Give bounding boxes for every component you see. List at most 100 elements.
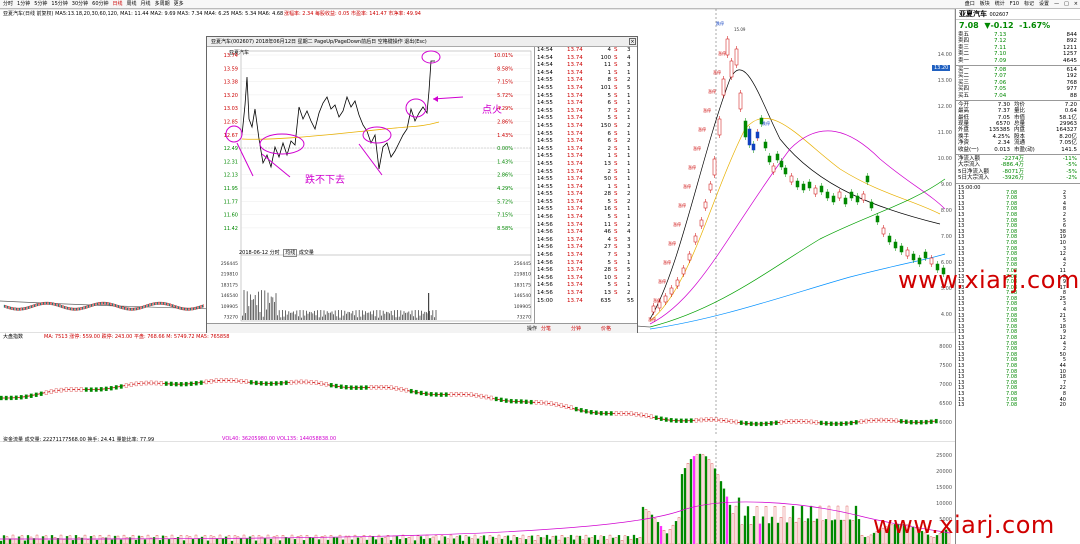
tick-cell: 14:55	[537, 145, 553, 152]
volume-bar	[161, 535, 165, 544]
candle	[177, 306, 179, 310]
candle	[66, 306, 68, 310]
period-tab[interactable]: 15分钟	[51, 1, 68, 7]
deal-price: 7.08	[1006, 351, 1018, 358]
window-control-icon[interactable]: ×	[1073, 1, 1078, 7]
intraday-popup[interactable]: 亚夏汽车(002607) 2018年06月12日 星期二 PageUp/Page…	[206, 36, 638, 333]
period-tab[interactable]: 5分钟	[34, 1, 48, 7]
toolbar-item[interactable]: F10	[1009, 1, 1020, 7]
index-candle	[234, 378, 238, 383]
stats-box: 今开 7.30 均价 7.20 最高 7.37 量比 0.64 最低 7.05 市值 58.1亿 现量 6…	[956, 102, 1080, 153]
volume-bar	[725, 496, 729, 544]
index-candle	[744, 421, 748, 426]
intraday-volume-bar	[282, 310, 283, 320]
deal-time: 13	[958, 329, 965, 336]
volume-bar	[551, 536, 555, 544]
tick-cell: S	[614, 115, 618, 122]
volume-bar	[473, 534, 477, 544]
index-candle	[884, 418, 888, 423]
intraday-volume-bar	[322, 316, 323, 320]
candle	[93, 303, 95, 307]
deal-time: 13	[958, 385, 965, 392]
candle	[47, 301, 49, 305]
vol-toggle[interactable]: 成交量	[298, 250, 314, 256]
period-tab[interactable]: 周线	[126, 1, 137, 7]
volume-bar	[539, 537, 543, 544]
candle	[831, 195, 836, 203]
candle	[789, 175, 794, 183]
index-candle	[44, 390, 48, 395]
volume-bar	[893, 524, 897, 544]
tick-cell: 13.74	[567, 107, 583, 114]
intraday-volume-bar	[430, 315, 432, 320]
tick-cell: 100	[600, 54, 612, 61]
volume-bar	[2, 535, 6, 544]
volume-bar	[485, 540, 489, 544]
tick-cell: 5	[627, 84, 631, 91]
period-tab[interactable]: 更多	[173, 1, 184, 7]
intraday-volume-bar	[406, 312, 408, 320]
deal-price: 7.08	[1006, 323, 1018, 330]
tick-cell: 14:54	[537, 47, 553, 53]
tick-cell: 14:55	[537, 107, 553, 114]
index-candle	[334, 383, 338, 389]
intraday-volume-bar	[267, 292, 269, 320]
deal-row: 13 7.08 3	[956, 302, 1080, 308]
candle	[881, 227, 886, 235]
deal-volume: 3	[1062, 245, 1066, 252]
period-tab[interactable]: 30分钟	[71, 1, 89, 7]
index-candle	[0, 395, 3, 401]
candle	[187, 307, 189, 311]
candle	[84, 306, 86, 309]
tab-ticks[interactable]: 分笔	[541, 326, 552, 332]
volume-bar	[677, 517, 681, 544]
window-control-icon[interactable]: —	[1054, 1, 1060, 7]
period-tab[interactable]: 分时	[3, 1, 14, 7]
candle	[167, 303, 169, 306]
period-tab[interactable]: 日线	[112, 1, 123, 7]
tick-cell: 2	[627, 107, 631, 114]
close-icon[interactable]: ×	[629, 38, 636, 45]
limit-up-label: 涨停	[683, 183, 691, 189]
index-candle	[789, 419, 793, 424]
candle	[7, 306, 9, 309]
intraday-chart[interactable]: 13.74 13.59 13.38 13.20 13.03 12.85 12.67 12.49…	[207, 47, 534, 324]
toolbar-item[interactable]: 盘口	[964, 1, 975, 7]
tick-cell: 46	[604, 229, 611, 236]
tick-cell: 16	[604, 206, 611, 213]
period-tab[interactable]: 多周期	[154, 1, 170, 7]
candle	[120, 306, 122, 309]
intraday-volume-bar	[428, 293, 430, 320]
index-candle	[754, 421, 758, 427]
tick-cell: 3	[627, 236, 631, 243]
stat-row: 外盘 135385 内盘 164327	[956, 127, 1080, 133]
period-tab[interactable]: 月线	[140, 1, 151, 7]
toolbar-item[interactable]: 标记	[1024, 1, 1035, 7]
candle	[729, 60, 734, 78]
ma-toggle[interactable]: 均线	[283, 249, 298, 257]
period-tab[interactable]: 60分钟	[92, 1, 109, 7]
toolbar-item[interactable]: 板块	[979, 1, 990, 7]
ops-label[interactable]: 操作	[527, 326, 538, 332]
period-tab[interactable]: 1分钟	[17, 1, 31, 7]
index-candle	[709, 417, 713, 422]
intraday-vol-label: 146540	[221, 293, 238, 299]
volume-bar	[770, 516, 774, 544]
intraday-volume-bar	[270, 296, 272, 320]
toolbar-item[interactable]: 统计	[994, 1, 1005, 7]
volume-bar	[824, 519, 828, 544]
volume-chart[interactable]: 25000 20000 15000 10000 5000	[0, 441, 955, 544]
tab-price[interactable]: 价格	[601, 326, 612, 332]
volume-bar	[446, 538, 450, 544]
toolbar-item[interactable]: 设置	[1039, 1, 1050, 7]
index-candle	[99, 387, 103, 392]
tab-minutes[interactable]: 分钟	[571, 326, 582, 332]
index-chart[interactable]: 8000 7500 7000 6500 6000	[0, 332, 955, 435]
window-control-icon[interactable]: □	[1064, 1, 1069, 7]
tick-cell: 14:55	[537, 191, 553, 198]
deal-row: 13 7.08 11	[956, 268, 1080, 275]
deal-time: 13	[958, 301, 965, 308]
deal-row: 13 7.08 5	[956, 319, 1080, 325]
tick-row: 14:55 13.74 6 S 1	[535, 131, 637, 139]
tick-row: 14:55 13.74 28 S 2	[535, 191, 637, 199]
